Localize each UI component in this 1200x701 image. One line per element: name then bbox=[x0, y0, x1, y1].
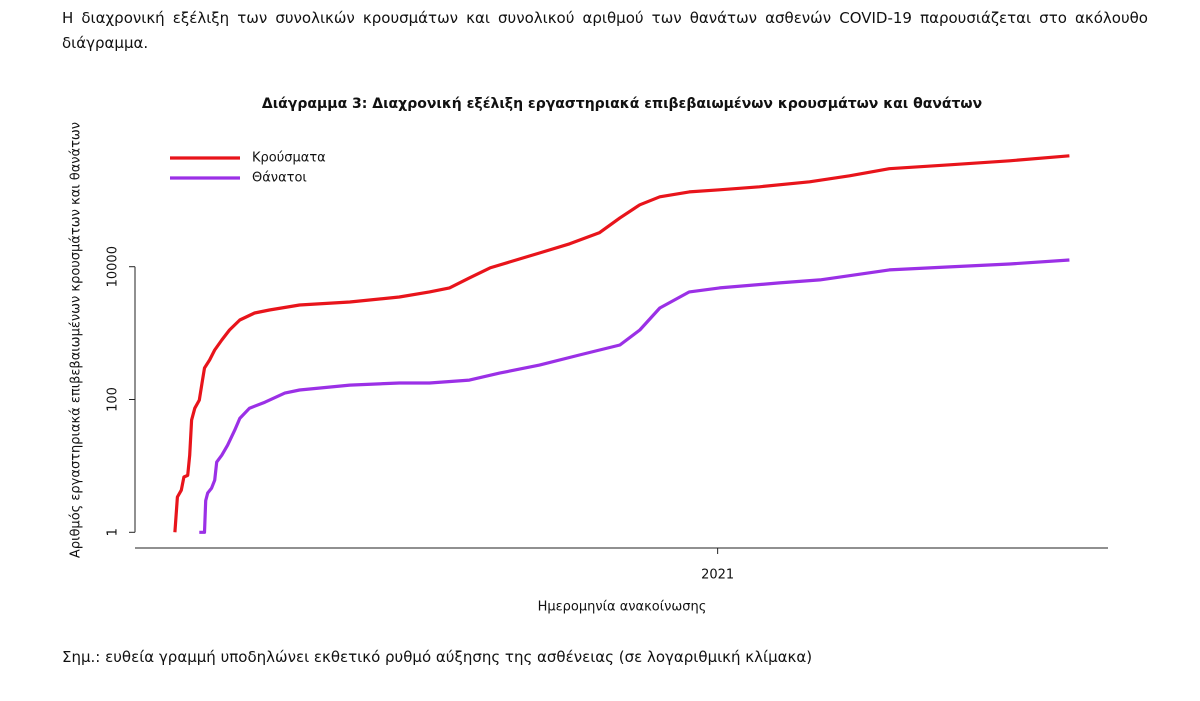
x-axis-label: Ημερομηνία ανακοίνωσης bbox=[538, 600, 707, 615]
series-line bbox=[199, 258, 1070, 534]
note-text: Σημ.: ευθεία γραμμή υποδηλώνει εκθετικό … bbox=[62, 648, 813, 666]
y-tick-label: 10000 bbox=[106, 246, 121, 287]
chart: Διάγραμμα 3: Διαχρονική εξέλιξη εργαστηρ… bbox=[69, 96, 1108, 615]
y-tick-label: 1 bbox=[106, 528, 121, 536]
legend-label: Θάνατοι bbox=[252, 171, 307, 186]
y-axis-label: Αριθμός εργαστηριακά επιβεβαιωμένων κρου… bbox=[69, 122, 84, 558]
x-tick-label: 2021 bbox=[701, 568, 734, 583]
series-line bbox=[173, 154, 1070, 533]
chart-title: Διάγραμμα 3: Διαχρονική εξέλιξη εργαστηρ… bbox=[262, 96, 982, 112]
intro-text: Η διαχρονική εξέλιξη των συνολικών κρουσ… bbox=[62, 9, 1148, 52]
y-tick-label: 100 bbox=[106, 387, 121, 412]
legend-label: Κρούσματα bbox=[252, 151, 326, 166]
